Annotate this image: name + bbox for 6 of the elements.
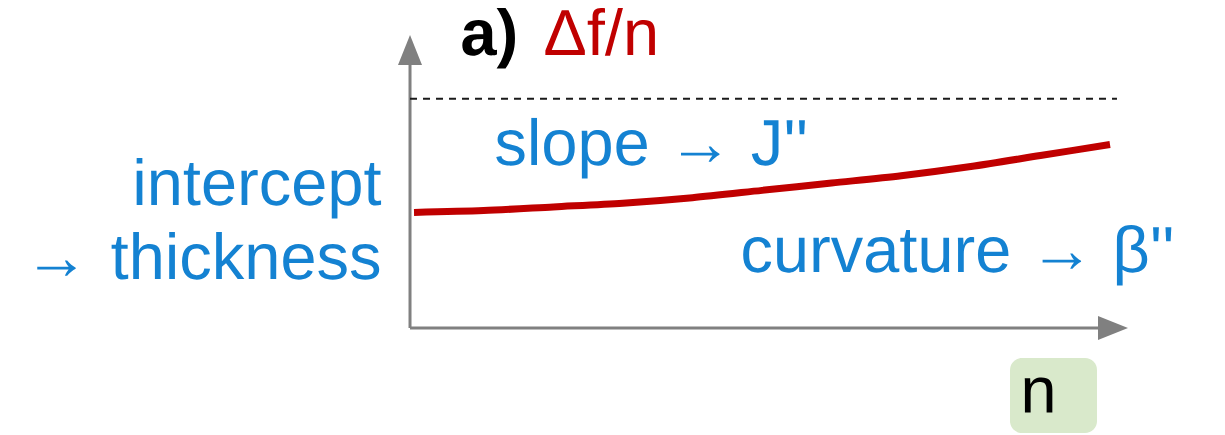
chart-title: a) [462,7,515,69]
text: intercept → thickness [37,157,382,280]
y-axis-title: Δf/n [545,7,655,56]
x-axis-title: n [1024,377,1053,413]
annotation: curvature → β'' [743,224,1172,286]
annotation: slope → J'' [496,117,805,179]
